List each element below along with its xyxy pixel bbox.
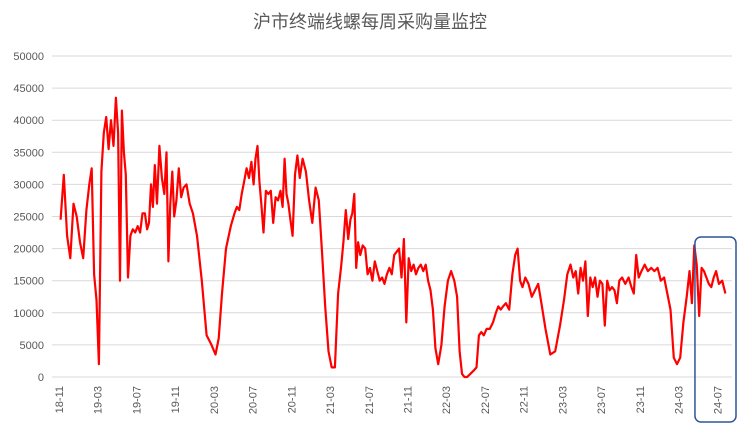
x-tick-label: 22-11 [519,386,531,413]
x-axis: 18-11 19-03 19-07 19-11 20-03 20-07 20-11 21-03… [54,386,724,414]
x-tick-label: 23-07 [596,386,608,414]
x-tick-label: 19-03 [93,386,105,414]
chart-title: 沪市终端线螺每周采购量监控 [253,12,487,33]
highlight-box [694,236,737,423]
series-line [59,96,727,379]
y-tick-label: 15000 [13,276,44,288]
x-tick-label: 21-03 [325,386,337,414]
y-tick-label: 25000 [13,212,44,224]
y-tick-label: 20000 [13,244,44,256]
highlight [694,236,737,423]
y-tick-label: 30000 [13,179,44,191]
y-tick-label: 50000 [13,51,44,63]
y-tick-label: 5000 [20,340,44,352]
gridlines [52,55,732,378]
x-tick-label: 18-11 [54,386,66,413]
x-tick-label: 20-11 [286,386,298,413]
x-tick-label: 22-03 [441,386,453,414]
y-tick-label: 0 [38,372,44,384]
x-tick-label: 20-03 [209,386,221,414]
x-tick-label: 23-03 [557,386,569,414]
y-tick-label: 45000 [13,83,44,95]
x-tick-label: 23-11 [635,386,647,413]
y-axis: 0 5000 10000 15000 20000 25000 30000 35000 40000… [13,51,44,384]
x-tick-label: 20-07 [248,386,260,414]
y-tick-label: 10000 [13,308,44,320]
x-tick-label: 24-07 [712,386,724,414]
x-tick-label: 21-11 [403,386,415,413]
y-tick-label: 35000 [13,147,44,159]
x-tick-label: 24-03 [674,386,686,414]
y-tick-label: 40000 [13,115,44,127]
series [59,96,727,379]
x-tick-label: 22-07 [480,386,492,414]
x-tick-label: 19-11 [170,386,182,413]
x-tick-label: 21-07 [364,386,376,414]
x-tick-label: 19-07 [131,386,143,414]
